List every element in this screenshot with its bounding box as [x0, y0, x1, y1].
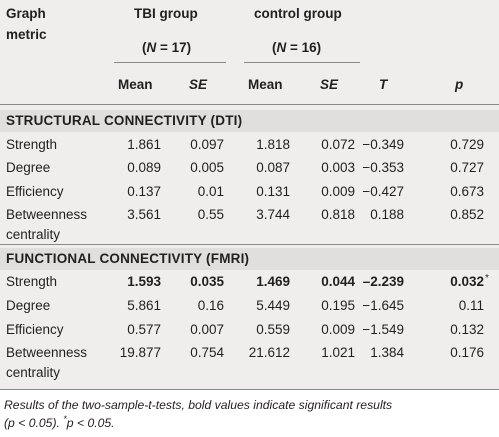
cell-se1: 0.035 — [190, 274, 224, 289]
cell-mean1: 3.561 — [127, 207, 161, 222]
cell-se2: 0.009 — [321, 184, 355, 199]
metric-header-line1: Graph — [6, 6, 46, 21]
group2-header: control group — [254, 6, 342, 21]
table-caption: Results of the two-sample-t-tests, bold … — [4, 398, 393, 430]
col-se-tbi: SE — [189, 77, 208, 92]
cell-p: 0.727 — [450, 160, 484, 175]
metric-name: Betweenness — [6, 207, 88, 222]
col-t: T — [379, 77, 388, 92]
cell-mean1: 5.861 — [127, 298, 161, 313]
cell-mean2: 0.131 — [256, 184, 290, 199]
cell-mean2: 21.612 — [248, 345, 290, 360]
significance-mark: * — [485, 273, 489, 284]
metric-name: Strength — [6, 137, 58, 152]
bottom-rule — [0, 389, 499, 390]
cell-se2: 0.003 — [321, 160, 355, 175]
cell-mean2: 0.087 — [256, 160, 290, 175]
section-title-structural: STRUCTURAL CONNECTIVITY (DTI) — [6, 113, 243, 128]
cell-se2: 0.009 — [321, 322, 355, 337]
cell-t: –2.239 — [362, 274, 404, 289]
cell-p: 0.132 — [450, 322, 484, 337]
cell-p: 0.11 — [458, 298, 484, 313]
cell-t: −1.549 — [362, 322, 404, 337]
cell-t: 0.188 — [370, 207, 404, 222]
cell-mean1: 19.877 — [119, 345, 161, 360]
cell-mean2: 0.559 — [256, 322, 290, 337]
cell-t: 1.384 — [370, 345, 404, 360]
section-rule — [0, 244, 499, 245]
col-mean-control: Mean — [248, 77, 283, 92]
cell-mean2: 5.449 — [256, 298, 290, 313]
cell-se2: 0.818 — [321, 207, 355, 222]
cell-mean2: 1.818 — [256, 137, 290, 152]
cell-t: −1.645 — [362, 298, 404, 313]
metric-name: Degree — [6, 298, 51, 313]
cell-t: −0.353 — [362, 160, 404, 175]
cell-mean1: 1.593 — [127, 274, 161, 289]
header-rule — [0, 104, 499, 105]
col-p: p — [455, 77, 464, 92]
cell-se2: 1.021 — [321, 345, 355, 360]
cell-mean1: 0.577 — [127, 322, 161, 337]
group1-underline — [114, 62, 226, 63]
cell-t: −0.349 — [362, 137, 404, 152]
cell-mean1: 1.861 — [127, 137, 161, 152]
section-title-functional: FUNCTIONAL CONNECTIVITY (FMRI) — [6, 251, 250, 266]
cell-p: 0.176 — [450, 345, 484, 360]
cell-se1: 0.005 — [190, 160, 224, 175]
metric-name-line2: centrality — [6, 227, 61, 242]
section-band-functional — [0, 248, 499, 270]
cell-se2: 0.044 — [321, 274, 355, 289]
cell-se1: 0.754 — [190, 345, 224, 360]
cell-mean1: 0.089 — [127, 160, 161, 175]
cell-p: 0.673 — [450, 184, 484, 199]
metric-name: Degree — [6, 160, 51, 175]
metric-name: Betweenness — [6, 345, 88, 360]
cell-t: −0.427 — [362, 184, 404, 199]
results-table: Graph metric TBI group (N = 17) control … — [0, 0, 499, 390]
metric-name-line2: centrality — [6, 365, 61, 380]
cell-mean2: 1.469 — [256, 274, 290, 289]
cell-se2: 0.072 — [321, 137, 355, 152]
group1-header: TBI group — [134, 6, 198, 21]
metric-header-line2: metric — [6, 27, 47, 42]
group2-n: (N = 16) — [272, 40, 322, 55]
col-se-control: SE — [320, 77, 339, 92]
col-mean-tbi: Mean — [118, 77, 153, 92]
group2-underline — [244, 62, 360, 63]
cell-mean1: 0.137 — [127, 184, 161, 199]
cell-se1: 0.16 — [197, 298, 224, 313]
cell-se1: 0.097 — [190, 137, 224, 152]
cell-se1: 0.55 — [197, 207, 224, 222]
metric-name: Strength — [6, 274, 58, 289]
cell-mean2: 3.744 — [256, 207, 290, 222]
cell-p: 0.032 — [450, 274, 484, 289]
cell-p: 0.852 — [450, 207, 484, 222]
section-band-structural — [0, 110, 499, 132]
group1-n: (N = 17) — [142, 40, 192, 55]
cell-se2: 0.195 — [321, 298, 355, 313]
metric-name: Efficiency — [6, 184, 64, 199]
cell-p: 0.729 — [450, 137, 484, 152]
cell-se1: 0.007 — [190, 322, 224, 337]
cell-se1: 0.01 — [197, 184, 224, 199]
metric-name: Efficiency — [6, 322, 64, 337]
